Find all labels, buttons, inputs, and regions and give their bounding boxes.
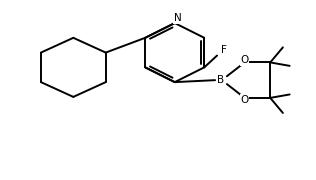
Text: O: O bbox=[240, 55, 249, 66]
Text: F: F bbox=[221, 45, 227, 55]
Text: B: B bbox=[217, 75, 225, 85]
Text: O: O bbox=[240, 95, 249, 105]
Text: N: N bbox=[174, 13, 182, 23]
